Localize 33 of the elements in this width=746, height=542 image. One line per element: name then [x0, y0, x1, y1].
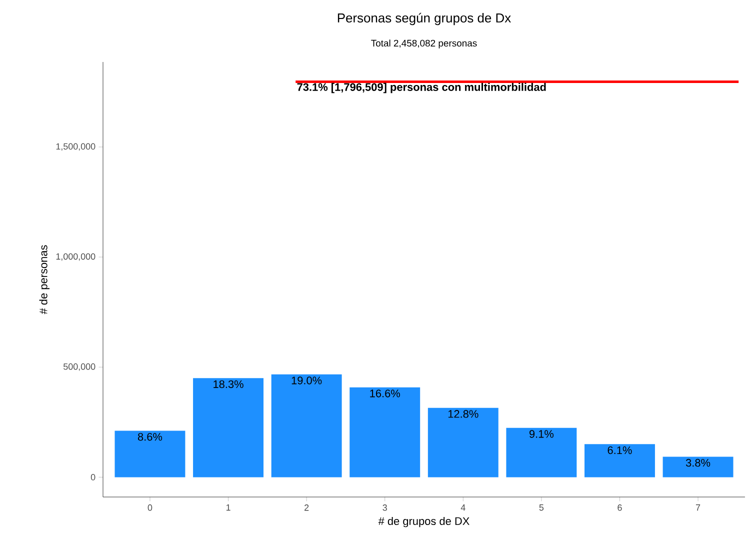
annotation: 8.6%	[138, 432, 162, 441]
annotation: 9.1%	[529, 430, 554, 438]
chart-subtitle: Total 2,458,082 personas	[371, 40, 477, 48]
y-axis-title: # de personas	[39, 245, 50, 314]
x-tick-label: 1	[226, 504, 230, 511]
x-axis-title: # de grupos de DX	[378, 516, 470, 528]
bar	[584, 444, 655, 478]
x-tick-label: 3	[382, 504, 387, 511]
x-tick-label: 0	[148, 504, 152, 511]
bar	[271, 374, 342, 478]
y-tick-label: 1,500,000	[56, 143, 96, 151]
x-tick-label: 4	[460, 504, 466, 511]
bar	[662, 456, 734, 478]
bar	[506, 428, 577, 478]
bar	[193, 378, 264, 478]
y-tick-label: 0	[90, 474, 96, 480]
x-tick-label: 2	[304, 504, 309, 511]
y-tick-label: 500,000	[64, 363, 96, 371]
annotation: 12.8%	[448, 410, 478, 418]
bar	[428, 408, 498, 478]
bar	[114, 430, 186, 478]
x-tick-label: 5	[539, 504, 544, 511]
bar	[350, 387, 420, 478]
y-tick-label: 1,000,000	[56, 253, 96, 261]
x-tick-label: 6	[618, 504, 622, 511]
annotation: 18.3%	[214, 380, 244, 388]
annotation: 16.6%	[370, 390, 400, 398]
chart-title: Personas según grupos de Dx	[338, 12, 511, 26]
annotation: 19.0%	[292, 376, 322, 384]
annotation: 6.1%	[608, 446, 632, 454]
x-tick-label: 7	[696, 504, 700, 511]
annotation: 3.8%	[686, 458, 710, 467]
ref-line-label: 73.1% [1,796,509] personas con multimorbilidad	[297, 82, 546, 94]
